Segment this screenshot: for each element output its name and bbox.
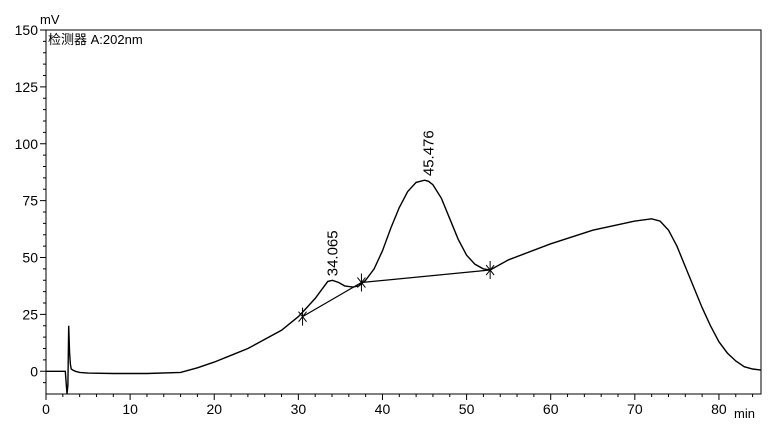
x-tick-label: 10 <box>122 401 138 417</box>
chromatogram-trace <box>46 180 761 394</box>
y-tick-label: 25 <box>22 306 38 322</box>
x-tick-label: 50 <box>459 401 475 417</box>
y-tick-label: 100 <box>15 136 39 152</box>
x-tick-label: 80 <box>711 401 727 417</box>
baseline-segment <box>361 270 490 283</box>
x-tick-label: 30 <box>291 401 307 417</box>
peak-label: 45.476 <box>421 130 438 176</box>
peak-label: 34.065 <box>325 230 342 276</box>
detector-label: 检测器 A:202nm <box>48 32 143 47</box>
x-tick-label: 60 <box>543 401 559 417</box>
y-axis-unit-label: mV <box>40 12 60 27</box>
x-axis-unit-label: min <box>734 406 755 421</box>
y-tick-label: 125 <box>15 79 39 95</box>
x-tick-label: 20 <box>206 401 222 417</box>
integration-mark <box>299 308 307 326</box>
y-tick-label: 150 <box>15 22 39 38</box>
x-tick-label: 0 <box>42 401 50 417</box>
x-tick-label: 70 <box>627 401 643 417</box>
x-tick-label: 40 <box>375 401 391 417</box>
plot-frame <box>46 30 761 394</box>
y-tick-label: 0 <box>30 363 38 379</box>
y-tick-label: 75 <box>22 193 38 209</box>
y-tick-label: 50 <box>22 250 38 266</box>
